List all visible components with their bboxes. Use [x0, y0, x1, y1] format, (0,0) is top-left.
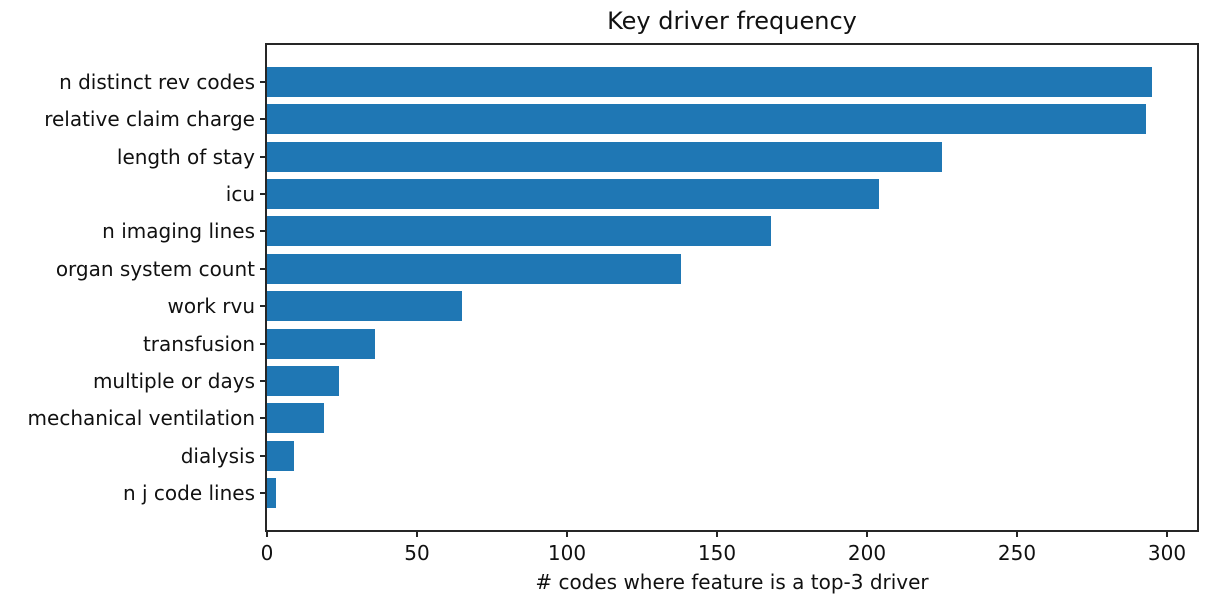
x-tick: [266, 530, 268, 537]
y-tick: [260, 267, 267, 270]
y-tick: [260, 193, 267, 196]
y-tick: [260, 305, 267, 308]
x-tick: [1016, 530, 1018, 537]
y-tick: [260, 118, 267, 121]
y-tick-label: length of stay: [116, 144, 255, 169]
y-tick-label: work rvu: [167, 294, 256, 319]
bar-organ-system-count: [267, 253, 681, 284]
plot-area: [265, 43, 1199, 532]
x-tick-label: 200: [847, 541, 887, 565]
y-tick: [260, 155, 267, 158]
y-tick-label: dialysis: [180, 443, 255, 468]
y-tick-label: n j code lines: [122, 481, 255, 505]
x-tick: [1166, 530, 1168, 537]
bar-icu: [267, 179, 879, 210]
y-tick-label: transfusion: [142, 331, 255, 356]
y-tick-label: n imaging lines: [102, 219, 255, 244]
x-tick: [416, 530, 418, 537]
y-tick: [260, 417, 267, 420]
y-tick-label: relative claim charge: [44, 107, 255, 132]
bar-length-of-stay: [267, 141, 942, 172]
y-tick-label: organ system count: [55, 256, 255, 281]
x-tick-label: 300: [1147, 541, 1187, 565]
x-tick: [866, 530, 868, 537]
bar-work-rvu: [267, 291, 462, 322]
x-tick-label: 0: [260, 541, 274, 565]
y-tick: [260, 342, 267, 345]
bar-n-j-code-lines: [267, 478, 276, 508]
bar-dialysis: [267, 440, 294, 471]
y-tick: [260, 230, 267, 233]
x-axis-label: # codes where feature is a top-3 driver: [535, 570, 929, 594]
y-tick-label: icu: [225, 182, 255, 207]
x-tick: [716, 530, 718, 537]
bar-n-imaging-lines: [267, 216, 771, 247]
bar-multiple-or-days: [267, 365, 339, 396]
y-tick: [260, 454, 267, 457]
y-tick-label: multiple or days: [92, 368, 255, 393]
chart-title: Key driver frequency: [607, 7, 857, 35]
y-tick: [260, 80, 267, 83]
bar-n-distinct-rev-codes: [267, 66, 1152, 97]
bar-transfusion: [267, 328, 375, 359]
bar-relative-claim-charge: [267, 104, 1146, 135]
x-tick-label: 250: [997, 541, 1037, 565]
x-tick-label: 50: [404, 541, 430, 565]
y-tick-label: mechanical ventilation: [27, 406, 255, 431]
x-tick: [566, 530, 568, 537]
bar-mechanical-ventilation: [267, 403, 324, 434]
y-tick: [260, 379, 267, 382]
y-tick: [260, 492, 267, 494]
x-tick-label: 150: [697, 541, 737, 565]
x-tick-label: 100: [547, 541, 587, 565]
y-tick-label: n distinct rev codes: [59, 69, 255, 94]
